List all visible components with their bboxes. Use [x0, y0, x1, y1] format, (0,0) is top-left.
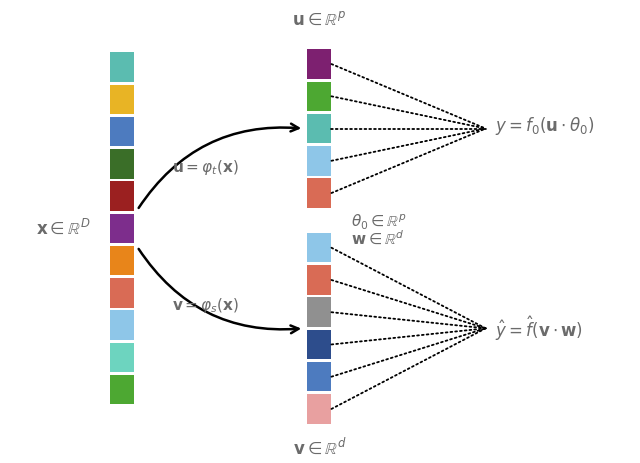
Text: $\mathbf{u} \in \mathbb{R}^{p}$: $\mathbf{u} \in \mathbb{R}^{p}$: [292, 12, 346, 29]
FancyBboxPatch shape: [307, 81, 332, 111]
FancyBboxPatch shape: [307, 394, 332, 424]
FancyBboxPatch shape: [109, 343, 134, 372]
FancyBboxPatch shape: [307, 233, 332, 263]
FancyBboxPatch shape: [109, 278, 134, 308]
FancyBboxPatch shape: [109, 85, 134, 114]
FancyArrowPatch shape: [139, 124, 298, 208]
FancyBboxPatch shape: [307, 146, 332, 175]
FancyBboxPatch shape: [109, 375, 134, 404]
FancyBboxPatch shape: [109, 310, 134, 340]
FancyBboxPatch shape: [109, 149, 134, 179]
Text: $y = f_0(\mathbf{u} \cdot \theta_0)$: $y = f_0(\mathbf{u} \cdot \theta_0)$: [495, 115, 595, 137]
FancyBboxPatch shape: [307, 178, 332, 208]
Text: $\mathbf{v} \in \mathbb{R}^{d}$: $\mathbf{v} \in \mathbb{R}^{d}$: [292, 438, 346, 458]
FancyBboxPatch shape: [307, 114, 332, 143]
FancyBboxPatch shape: [109, 181, 134, 211]
Text: $\mathbf{v} = \varphi_s(\mathbf{x})$: $\mathbf{v} = \varphi_s(\mathbf{x})$: [172, 296, 239, 315]
FancyBboxPatch shape: [109, 52, 134, 82]
FancyBboxPatch shape: [307, 297, 332, 327]
FancyBboxPatch shape: [109, 214, 134, 243]
Text: $\hat{y} = \hat{f}(\mathbf{v} \cdot \mathbf{w})$: $\hat{y} = \hat{f}(\mathbf{v} \cdot \mat…: [495, 314, 583, 343]
FancyBboxPatch shape: [307, 362, 332, 391]
Text: $\mathbf{u} = \varphi_t(\mathbf{x})$: $\mathbf{u} = \varphi_t(\mathbf{x})$: [172, 157, 239, 176]
FancyArrowPatch shape: [139, 249, 298, 333]
FancyBboxPatch shape: [109, 117, 134, 146]
FancyBboxPatch shape: [307, 265, 332, 295]
Text: $\theta_0 \in \mathbb{R}^{p}$: $\theta_0 \in \mathbb{R}^{p}$: [351, 213, 406, 232]
Text: $\mathbf{x} \in \mathbb{R}^{D}$: $\mathbf{x} \in \mathbb{R}^{D}$: [36, 219, 91, 238]
Text: $\mathbf{w} \in \mathbb{R}^{d}$: $\mathbf{w} \in \mathbb{R}^{d}$: [351, 228, 404, 246]
FancyBboxPatch shape: [307, 49, 332, 79]
FancyBboxPatch shape: [109, 246, 134, 275]
FancyBboxPatch shape: [307, 330, 332, 359]
